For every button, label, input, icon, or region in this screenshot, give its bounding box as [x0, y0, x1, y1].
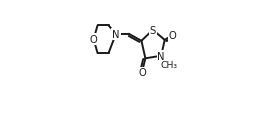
Text: N: N: [112, 29, 120, 39]
Text: CH₃: CH₃: [160, 61, 178, 70]
Text: N: N: [157, 51, 165, 61]
Text: O: O: [90, 35, 98, 45]
Text: O: O: [169, 31, 176, 41]
Text: S: S: [150, 26, 156, 35]
Text: O: O: [138, 68, 146, 78]
